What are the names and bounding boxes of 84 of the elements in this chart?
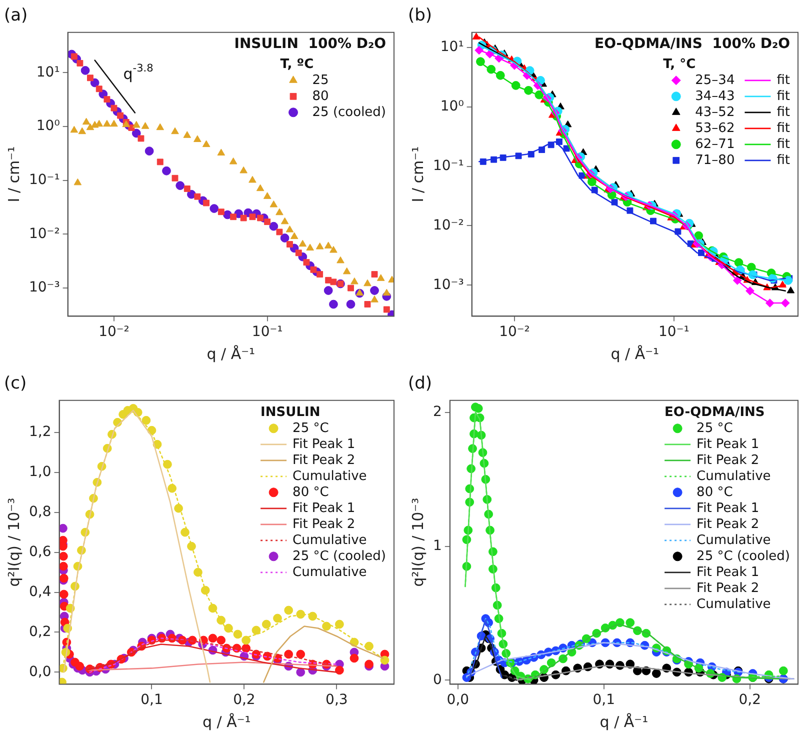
x-tick-label: 0,2: [233, 692, 256, 708]
legend-label: 53–62: [695, 120, 735, 136]
legend-label: 71–80: [695, 152, 735, 168]
legend-label: 80 °C: [696, 484, 733, 500]
y-tick-label: 10¹: [440, 39, 464, 56]
x-axis-title: q / Å⁻¹: [202, 712, 251, 731]
y-tick-label: 0,6: [29, 544, 52, 560]
legend-label: 80 °C: [292, 484, 329, 500]
chart-subtitle: EO-QDMA/INS 100% D₂O: [594, 36, 790, 52]
legend-label: Fit Peak 2: [696, 516, 760, 532]
y-tick-label: 1,2: [29, 424, 52, 440]
legend-label: Fit Peak 2: [696, 452, 760, 468]
legend-label: Fit Peak 2: [292, 452, 356, 468]
y-tick-label: 10⁻²: [432, 217, 464, 234]
legend-label: fit: [776, 104, 790, 120]
legend-label: fit: [776, 152, 790, 168]
legend-label: 25 (cooled): [312, 104, 386, 120]
legend-label: fit: [776, 72, 790, 88]
chart-subtitle: INSULIN 100% D₂O: [234, 36, 386, 52]
legend-label: 34–43: [695, 88, 735, 104]
y-axis-title: q²I(q) / 10⁻³: [408, 498, 427, 587]
legend-label: fit: [776, 136, 790, 152]
x-tick-label: 10⁻²: [499, 324, 530, 340]
y-axis-title: I / cm⁻¹: [408, 146, 427, 202]
legend-label: 43–52: [695, 104, 735, 120]
legend-label: Cumulative: [292, 468, 367, 484]
legend-label: 25: [312, 72, 329, 88]
x-axis-title: q / Å⁻¹: [600, 712, 648, 731]
chart-title: (d): [408, 374, 432, 394]
legend-title: INSULIN: [260, 404, 320, 420]
x-tick-label: 10⁻¹: [658, 324, 690, 340]
legend-label: 62–71: [695, 136, 735, 152]
legend-label: Cumulative: [696, 532, 771, 548]
legend-label: Fit Peak 1: [696, 436, 760, 452]
y-tick-label: 10⁻³: [432, 276, 464, 293]
legend-label: 25 °C: [292, 420, 329, 436]
legend-label: Fit Peak 1: [696, 500, 760, 516]
legend-label: Cumulative: [292, 532, 367, 548]
x-axis-title: q / Å⁻¹: [610, 344, 660, 363]
legend-title: T, °C: [663, 56, 696, 72]
y-tick-label: 10¹: [36, 64, 60, 80]
legend-label: fit: [776, 120, 790, 136]
legend-label: Cumulative: [292, 564, 367, 580]
y-tick-label: 0: [432, 672, 442, 688]
y-axis-title: q²I(q) / 10⁻³: [4, 498, 23, 587]
legend-label: 25 °C (cooled): [292, 548, 386, 564]
x-tick-label: 0,1: [592, 692, 616, 708]
x-tick-label: 10⁻¹: [252, 324, 283, 340]
chart-title: (c): [4, 374, 27, 394]
legend-label: 25 °C (cooled): [696, 548, 790, 564]
legend-label: 80: [312, 88, 329, 104]
y-tick-label: 0,4: [29, 584, 52, 600]
legend-label: fit: [776, 88, 790, 104]
y-tick-label: 2: [432, 404, 442, 420]
legend-label: Fit Peak 1: [292, 436, 356, 452]
legend-label: 25–34: [695, 72, 735, 88]
y-axis-title: I / cm⁻¹: [4, 146, 23, 202]
y-tick-label: 1: [432, 538, 442, 554]
y-tick-label: 10⁻³: [28, 280, 60, 296]
x-axis-title: q / Å⁻¹: [206, 344, 256, 363]
y-tick-label: 0,0: [29, 664, 52, 680]
legend-label: Cumulative: [696, 596, 771, 612]
legend-label: Cumulative: [696, 468, 771, 484]
x-tick-label: 0,3: [326, 692, 348, 708]
y-tick-label: 10⁰: [36, 118, 60, 134]
legend-label: Fit Peak 2: [696, 580, 760, 596]
legend-label: Fit Peak 1: [696, 564, 760, 580]
x-tick-label: 0,2: [738, 692, 761, 708]
y-tick-label: 0,8: [29, 504, 52, 520]
y-tick-label: 10⁻¹: [432, 158, 464, 174]
legend-label: 25 °C: [696, 420, 733, 436]
chart-title: (a): [4, 6, 28, 26]
y-tick-label: 1,0: [29, 464, 52, 480]
legend-label: Fit Peak 2: [292, 516, 356, 532]
legend-title: EO-QDMA/INS: [664, 404, 765, 420]
y-tick-label: 10⁻¹: [28, 172, 60, 188]
legend-title: T, ºC: [280, 56, 314, 72]
x-tick-label: 10⁻²: [98, 324, 130, 340]
y-tick-label: 10⁻²: [28, 226, 60, 242]
x-tick-label: 0,1: [140, 692, 163, 708]
legend-label: Fit Peak 1: [292, 500, 356, 516]
y-tick-label: 10⁰: [440, 98, 464, 115]
y-tick-label: 0,2: [29, 624, 52, 640]
chart-title: (b): [408, 6, 432, 26]
